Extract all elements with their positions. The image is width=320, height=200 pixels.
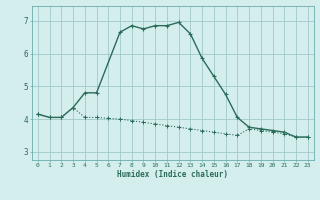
X-axis label: Humidex (Indice chaleur): Humidex (Indice chaleur) [117,170,228,179]
